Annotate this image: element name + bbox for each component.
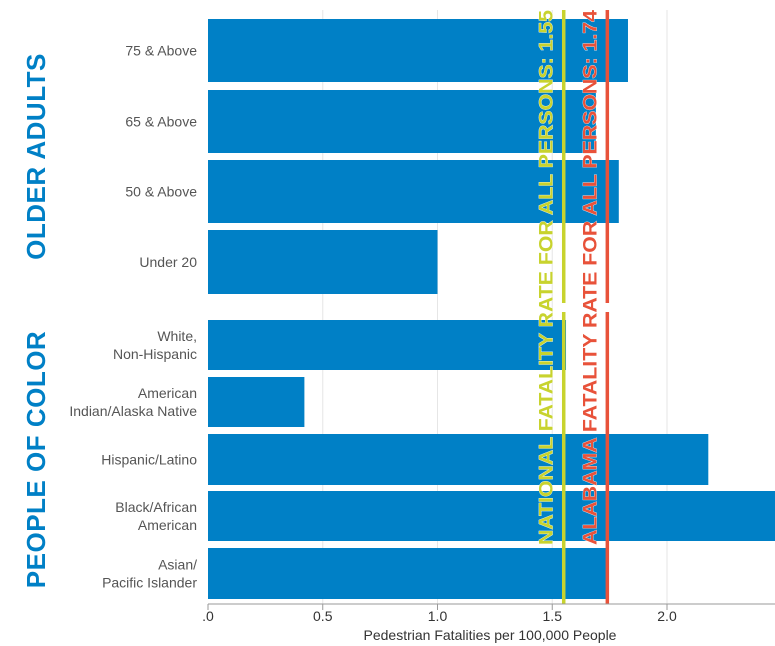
category-label: Black/African American <box>115 499 197 533</box>
category-label: American Indian/Alaska Native <box>69 385 197 419</box>
reference-line-label: ALABAMA FATALITY RATE FOR ALL PERSONS: 1… <box>580 10 601 545</box>
bar <box>208 19 628 82</box>
category-labels: 75 & Above 65 & Above 50 & Above Under 20 Wh… <box>69 43 197 591</box>
x-tick-label: 1.0 <box>428 608 448 624</box>
bar <box>208 491 775 541</box>
group-label: PEOPLE OF COLOR <box>21 331 51 588</box>
bar <box>208 434 709 485</box>
group-label: OLDER ADULTS <box>21 53 51 260</box>
category-label: 65 & Above <box>125 114 197 130</box>
reference-lines: NATIONAL FATALITY RATE FOR ALL PERSONS: … <box>536 9 610 604</box>
reference-line-label: NATIONAL FATALITY RATE FOR ALL PERSONS: … <box>537 10 558 545</box>
bars <box>208 19 775 599</box>
category-label: Asian/Pacific Islander <box>102 557 197 591</box>
category-label: 75 & Above <box>125 43 197 59</box>
group-labels: OLDER ADULTS PEOPLE OF COLOR <box>21 53 51 588</box>
bar <box>208 160 619 223</box>
bar <box>208 548 608 599</box>
category-label: White, Non-Hispanic <box>113 328 197 362</box>
category-label: Hispanic/Latino <box>101 452 197 468</box>
x-tick-label: .0 <box>202 608 214 624</box>
bar <box>208 90 596 153</box>
x-axis: .0 0.5 1.0 1.5 2.0 <box>202 603 775 624</box>
bar <box>208 377 305 427</box>
x-tick-label: 0.5 <box>313 608 333 624</box>
x-tick-label: 1.5 <box>543 608 563 624</box>
category-label: 50 & Above <box>125 184 197 200</box>
category-label: Under 20 <box>139 254 197 270</box>
x-axis-title: Pedestrian Fatalities per 100,000 People <box>364 627 617 643</box>
bar <box>208 320 567 370</box>
bar <box>208 230 438 294</box>
x-tick-label: 2.0 <box>657 608 677 624</box>
